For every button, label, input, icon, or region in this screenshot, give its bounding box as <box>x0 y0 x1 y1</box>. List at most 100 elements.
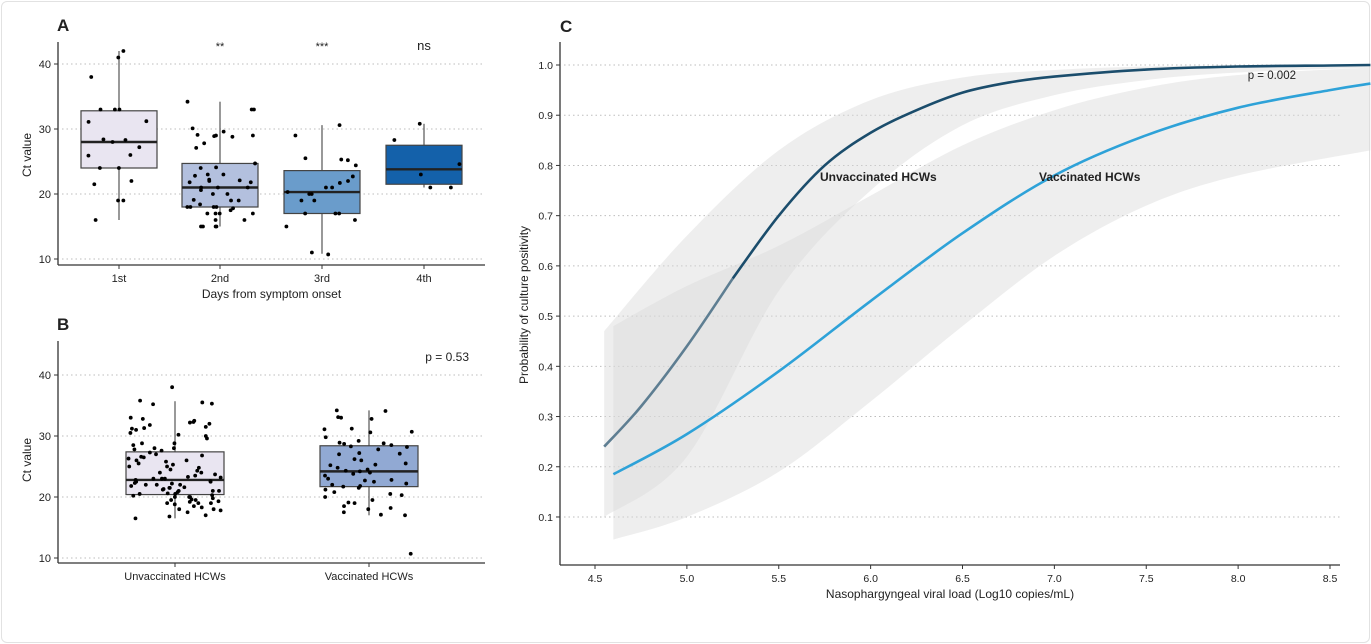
data-point <box>303 211 308 216</box>
data-point <box>138 398 142 403</box>
data-point <box>225 192 230 196</box>
data-point <box>383 409 388 413</box>
data-point <box>205 436 209 441</box>
data-point <box>330 185 335 190</box>
data-point <box>409 429 414 434</box>
data-point <box>202 141 207 146</box>
data-point <box>147 423 152 427</box>
data-point <box>140 417 145 421</box>
y-tick-label: 0.4 <box>538 361 553 373</box>
data-point <box>323 495 328 499</box>
data-point <box>211 205 216 209</box>
x-axis-label: Nasophargyngeal viral load (Log10 copies… <box>826 587 1074 601</box>
data-point <box>251 133 255 138</box>
data-point <box>250 211 255 216</box>
data-point <box>193 473 198 478</box>
data-point <box>208 479 213 484</box>
y-tick-label: 1.0 <box>538 60 553 72</box>
data-point <box>186 474 190 479</box>
data-point <box>154 452 158 457</box>
data-point <box>167 514 172 519</box>
data-point <box>236 198 241 203</box>
data-point <box>209 401 214 406</box>
data-point <box>214 205 219 209</box>
data-point <box>323 435 328 440</box>
data-point <box>397 451 402 456</box>
data-point <box>98 107 103 112</box>
series-label-vaccinated: Vaccinated HCWs <box>1039 170 1141 184</box>
data-point <box>324 185 328 190</box>
x-tick-label: 6.0 <box>863 573 878 585</box>
data-point <box>366 507 371 512</box>
data-point <box>128 431 133 435</box>
data-point <box>178 482 183 487</box>
data-point <box>170 385 175 390</box>
data-point <box>322 427 327 432</box>
data-point <box>184 458 189 463</box>
y-axis-label: Ct value <box>20 133 34 177</box>
data-point <box>392 138 397 142</box>
data-point <box>342 504 346 509</box>
x-tick-label: 1st <box>112 273 127 285</box>
data-point <box>144 119 149 124</box>
data-point <box>128 153 133 157</box>
data-point <box>188 420 192 425</box>
data-point <box>376 447 381 452</box>
data-point <box>211 192 215 196</box>
data-point <box>337 440 342 445</box>
data-point <box>349 426 354 431</box>
y-tick-label: 0.5 <box>538 311 553 323</box>
box-1st <box>80 110 158 169</box>
data-point <box>418 172 423 177</box>
data-point <box>182 485 187 490</box>
data-point <box>151 402 155 407</box>
data-point <box>136 461 141 466</box>
data-point <box>343 468 348 473</box>
x-tick-label: 4th <box>416 273 431 285</box>
data-point <box>399 493 404 498</box>
data-point <box>134 458 139 463</box>
data-point <box>210 496 215 501</box>
data-point <box>381 441 386 446</box>
p-value-annotation: p = 0.53 <box>425 350 469 364</box>
data-point <box>172 446 176 451</box>
x-tick-label: 8.0 <box>1231 573 1246 585</box>
box-vaccinated-hcws <box>319 445 419 488</box>
data-point <box>169 498 174 502</box>
data-point <box>209 501 213 505</box>
data-point <box>121 198 126 203</box>
data-point <box>188 205 193 209</box>
data-point <box>369 417 374 421</box>
data-point <box>198 202 202 207</box>
data-point <box>142 426 147 430</box>
data-point <box>218 475 223 480</box>
x-tick-label: Vaccinated HCWs <box>325 571 414 583</box>
data-point <box>207 177 212 182</box>
data-point <box>216 499 221 504</box>
data-point <box>147 450 152 455</box>
data-point <box>333 211 338 216</box>
data-point <box>337 123 342 127</box>
data-point <box>221 172 226 177</box>
panel-label-b: B <box>57 315 69 334</box>
data-point <box>457 162 462 167</box>
data-point <box>86 119 91 124</box>
data-point <box>200 400 205 405</box>
data-point <box>245 185 250 190</box>
data-point <box>126 456 131 461</box>
data-point <box>363 478 367 483</box>
data-point <box>339 157 344 162</box>
data-point <box>345 158 350 163</box>
y-tick-label: 40 <box>39 59 51 71</box>
data-point <box>212 134 217 139</box>
curve-vaccinated <box>612 82 1371 476</box>
data-point <box>154 482 159 487</box>
data-point <box>207 421 212 426</box>
data-point <box>293 133 298 138</box>
data-point <box>171 462 175 467</box>
data-point <box>284 224 289 229</box>
data-point <box>97 166 102 170</box>
data-point <box>388 492 393 496</box>
data-point <box>203 513 208 518</box>
